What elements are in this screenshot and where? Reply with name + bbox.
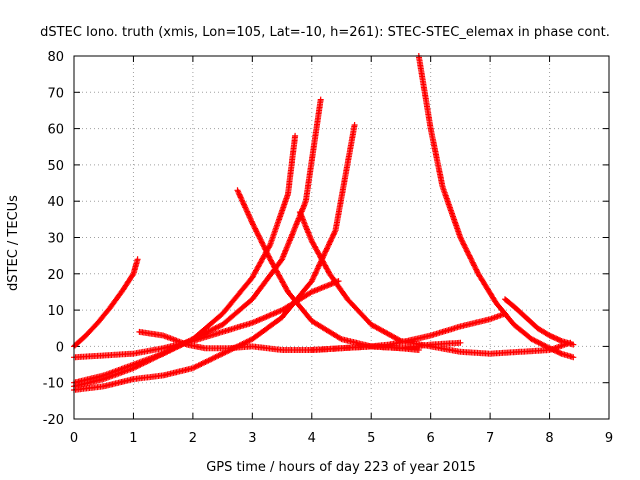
- x-tick-label: 7: [486, 431, 494, 446]
- y-tick-label: 60: [47, 123, 64, 138]
- chart-title: dSTEC Iono. truth (xmis, Lon=105, Lat=-1…: [40, 25, 610, 40]
- x-tick-label: 0: [70, 431, 78, 446]
- y-tick-label: 70: [47, 86, 64, 101]
- y-tick-label: 50: [47, 159, 64, 174]
- x-tick-label: 2: [189, 431, 197, 446]
- x-tick-label: 9: [605, 431, 613, 446]
- x-tick-label: 3: [248, 431, 256, 446]
- series-layer: [71, 53, 577, 393]
- series-arc-8: [296, 209, 574, 357]
- x-axis-label: GPS time / hours of day 223 of year 2015: [206, 460, 476, 475]
- y-tick-label: 80: [47, 50, 64, 65]
- grid: [74, 56, 609, 419]
- y-tick-label: 10: [47, 304, 64, 319]
- series-arc-1: [71, 256, 141, 350]
- series-markers: [296, 209, 574, 357]
- y-tick-label: 30: [47, 232, 64, 247]
- axis-ticks: 0 1 2 3 4 5 6 7 8 9 -20 -10 0 10 20 30 40 50 60 70 80: [43, 50, 613, 446]
- series-markers: [308, 310, 508, 353]
- x-tick-label: 6: [427, 431, 435, 446]
- y-tick-label: 40: [47, 195, 64, 210]
- series-arc-10: [308, 310, 508, 353]
- y-tick-label: -20: [43, 413, 64, 428]
- x-tick-label: 4: [308, 431, 316, 446]
- y-tick-label: 20: [47, 268, 64, 283]
- series-arc-11: [502, 296, 577, 348]
- x-tick-label: 8: [545, 431, 553, 446]
- x-tick-label: 5: [367, 431, 375, 446]
- x-tick-label: 1: [129, 431, 137, 446]
- plot-frame: [73, 55, 610, 420]
- y-tick-label: 0: [56, 340, 64, 355]
- y-axis-label: dSTEC / TECUs: [6, 195, 21, 291]
- y-tick-label: -10: [43, 377, 64, 392]
- series-markers: [502, 296, 577, 348]
- series-markers: [71, 256, 141, 350]
